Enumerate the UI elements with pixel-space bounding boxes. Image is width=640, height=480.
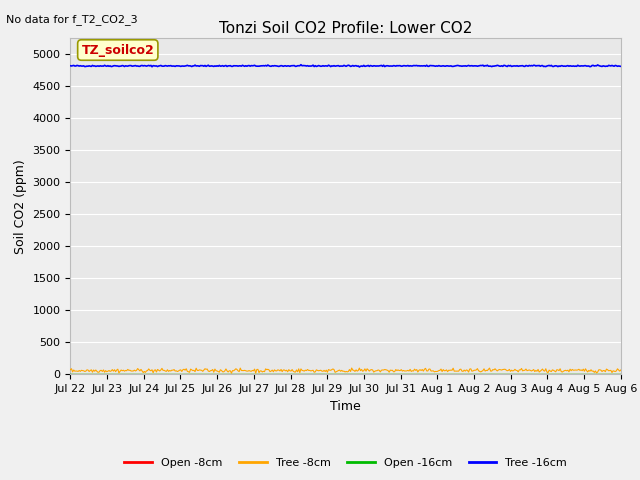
Y-axis label: Soil CO2 (ppm): Soil CO2 (ppm) — [14, 159, 27, 254]
Title: Tonzi Soil CO2 Profile: Lower CO2: Tonzi Soil CO2 Profile: Lower CO2 — [219, 21, 472, 36]
Text: TZ_soilco2: TZ_soilco2 — [81, 44, 154, 57]
Legend: Open -8cm, Tree -8cm, Open -16cm, Tree -16cm: Open -8cm, Tree -8cm, Open -16cm, Tree -… — [120, 454, 572, 473]
Text: No data for f_T2_CO2_3: No data for f_T2_CO2_3 — [6, 14, 138, 25]
X-axis label: Time: Time — [330, 400, 361, 413]
